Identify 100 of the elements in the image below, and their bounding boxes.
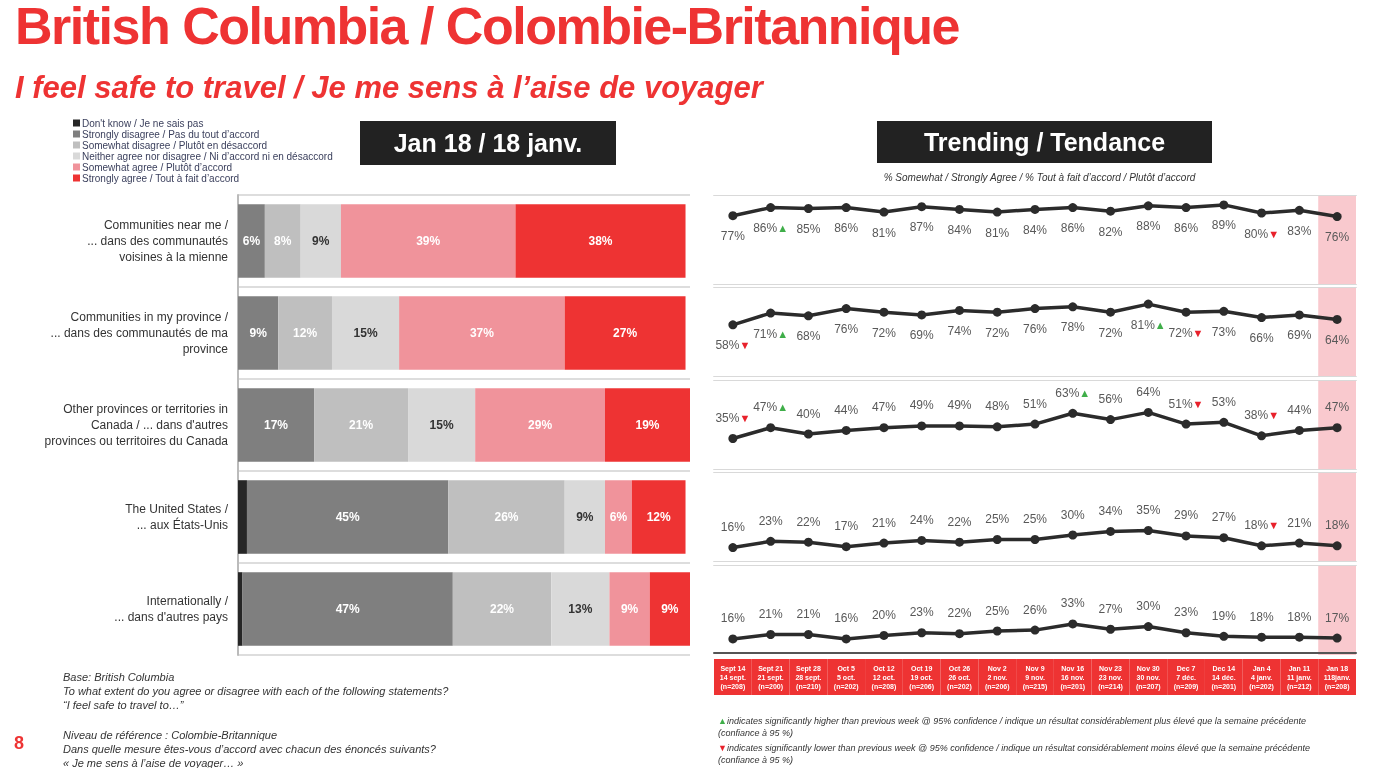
point [728,211,738,221]
text: Niveau de référence : Colombie-Britannique [63,728,278,742]
data-label: 21% [1287,515,1312,530]
data-label: 23% [909,605,935,620]
bar [238,204,265,278]
point [1332,314,1342,324]
data-label: 53% [1211,394,1237,409]
data-label: 69% [1287,328,1312,343]
data-label: 71%▲ [753,326,789,341]
point [1181,628,1191,638]
point [992,535,1002,544]
point [841,634,851,644]
bar [448,480,565,554]
data-label: 29% [528,418,553,432]
point [1257,431,1267,441]
data-label: 12% [293,326,318,340]
bar [300,204,341,278]
data-label: 18% [1325,518,1350,533]
point [728,543,738,553]
point [1219,417,1229,427]
data-label: 30% [1060,507,1086,522]
point [1332,541,1342,551]
point [841,425,851,435]
data-label: 9% [620,602,639,616]
bar [475,388,605,462]
data-label: 82% [1098,224,1123,239]
data-label: 56% [1098,392,1123,407]
legend-label: Neither agree nor disagree / Ni d’accord ni en désaccord [82,150,333,162]
data-label: 33% [1060,596,1086,611]
legend-label: Strongly agree / Tout à fait d’accord [82,172,240,184]
data-label: 26% [494,510,519,524]
y-tick-label: Communities in my province / ... dans des communautés de ma province [50,310,229,356]
point [1181,203,1191,213]
point [803,311,813,321]
data-label: 87% [909,220,935,235]
legend-label: Somewhat agree / Plutôt d’accord [82,161,233,173]
point [1030,625,1040,635]
bar [452,572,552,646]
data-label: 27% [613,326,638,340]
bar [264,204,301,278]
text: ▲indicates significantly higher than previous week @ 95% confidence / indique un résultat considérablement plus élevé que la semaine précédente (confiance à 95 %) [718,716,1306,738]
bar [242,572,453,646]
data-label: 86%▲ [753,221,789,236]
point [917,310,927,320]
data-label: 6% [609,510,628,524]
data-label: 77% [720,229,746,244]
data-label: 76% [834,322,859,337]
data-label: 9% [249,326,268,340]
data-label: 81% [985,225,1010,240]
data-label: 49% [909,398,935,413]
data-label: 23% [1174,605,1199,620]
point [1181,307,1191,317]
point [879,307,889,317]
point [766,203,776,213]
data-label: 22% [947,514,972,529]
legend-label: Don't know / Je ne sais pas [82,117,204,129]
point [992,207,1002,217]
data-label: 9% [576,510,594,524]
data-label: 83% [1287,223,1312,238]
point [1068,530,1078,540]
bar [238,572,243,646]
data-label: 72% [871,325,897,340]
point [1143,407,1153,417]
data-label: 38% [588,234,613,248]
data-label: 25% [985,512,1010,526]
data-label: 22% [490,602,515,616]
point [728,634,738,644]
y-tick-label: The United States / ... aux États-Unis [125,502,229,532]
point [917,421,927,431]
chart-subtitle: % Somewhat / Strongly Agree / % Tout à fait d’accord / Plutôt d’accord [882,172,1197,183]
data-label: 66% [1249,331,1274,346]
data-label: 81% [871,225,897,240]
data-label: 44% [1287,402,1312,417]
data-label: 8% [274,234,292,248]
data-label: 29% [1174,508,1199,523]
chart-subtitle: I feel safe to travel / Je me sens à l’aise de voyager [15,70,763,106]
point [1257,632,1267,642]
bar [649,572,690,646]
bar [238,296,279,370]
text: Base: British Columbia [63,670,176,684]
data-label: 17% [264,418,289,432]
point [1106,526,1116,536]
bar [631,480,686,554]
data-label: 34% [1098,503,1123,518]
point [917,628,927,638]
data-label: 86% [1174,221,1199,236]
point [803,630,813,640]
bar [238,480,247,554]
data-label: 89% [1211,218,1237,233]
data-label: 72% [1098,325,1123,340]
data-label: 84% [947,222,972,237]
point [1068,203,1078,213]
data-label: 22% [947,606,972,621]
y-tick-label: Internationally / ... dans d'autres pays [114,594,229,624]
bar [515,204,686,278]
data-label: 21% [796,607,821,622]
data-label: 69% [909,328,935,343]
point [954,629,964,639]
point [954,305,964,315]
data-label: 74% [947,323,972,338]
